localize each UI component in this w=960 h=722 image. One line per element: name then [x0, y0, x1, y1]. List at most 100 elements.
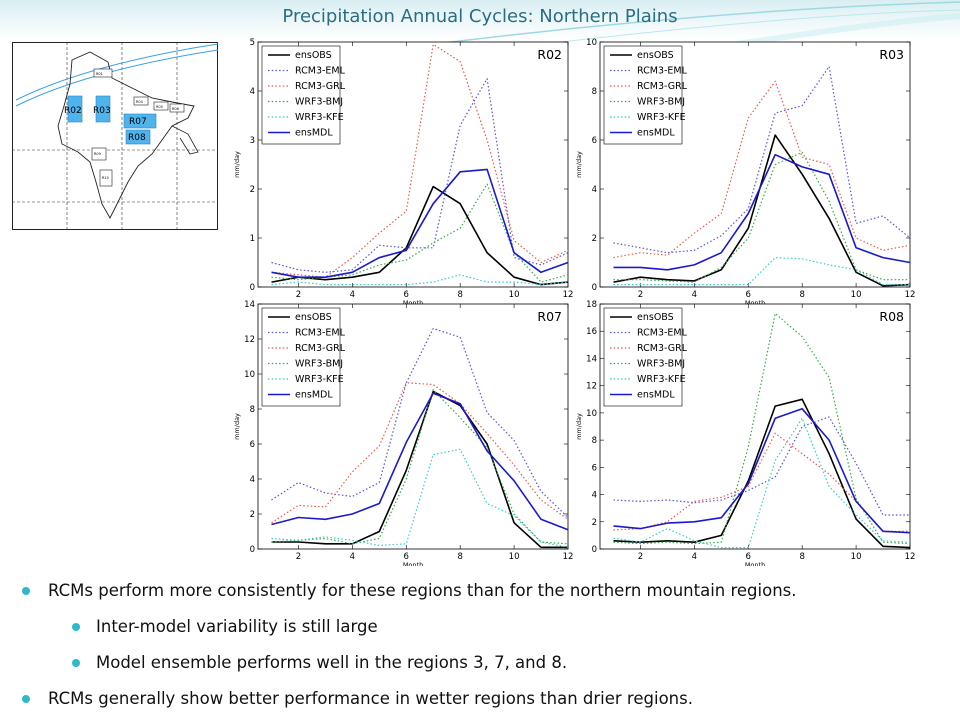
legend-box: [603, 307, 683, 407]
bullet-icon: [72, 623, 80, 631]
india-outline: [57, 51, 195, 219]
y-tick-label: 2: [592, 234, 597, 244]
y-axis-label: mm/day: [575, 151, 583, 178]
series-line-ensobs: [613, 134, 911, 287]
series-line-rcm3-eml: [613, 65, 911, 254]
region-map: R01 R04 R05 R06 R09 R10 R02 R03 R07 R08: [12, 42, 218, 230]
x-axis-label: Month: [403, 299, 423, 307]
y-tick-label: 10: [586, 38, 597, 48]
y-tick-label: 2: [592, 518, 597, 528]
svg-text:R04: R04: [136, 100, 144, 104]
legend-entry: WRF3-KFE: [637, 374, 686, 385]
y-axis-label: mm/day: [233, 151, 241, 178]
bullet-item: Inter-model variability is still large: [22, 614, 952, 650]
legend-entry: ensOBS: [295, 312, 332, 323]
legend-entry: RCM3-GRL: [295, 81, 346, 92]
series-line-wrf3-kfe: [613, 417, 911, 549]
legend-entry: WRF3-KFE: [295, 112, 344, 123]
legend-entry: RCM3-GRL: [637, 81, 688, 92]
series-line-wrf3-kfe: [271, 448, 569, 548]
y-tick-label: 0: [250, 283, 255, 293]
x-axis-label: Month: [745, 299, 765, 307]
x-tick-label: 10: [851, 290, 862, 300]
legend-box: [261, 307, 341, 407]
map-label-r03: R03: [93, 106, 111, 116]
legend-entry: ensOBS: [637, 312, 674, 323]
legend-entry: ensMDL: [637, 128, 675, 139]
y-axis-label: mm/day: [575, 413, 583, 440]
y-tick-label: 2: [250, 510, 255, 520]
legend-box: [603, 45, 683, 145]
chart-panel-r02: 2 4 6 8 10 12012345Monthmm/dayensOBSRCM3-EMLR…: [233, 38, 573, 307]
svg-text:R06: R06: [172, 107, 179, 111]
x-tick-label: 12: [905, 290, 916, 300]
x-tick-label: 6: [404, 290, 409, 300]
panel-label: R03: [879, 47, 904, 62]
bullet-text: RCMs perform more consistently for these…: [48, 581, 797, 600]
legend-entry: RCM3-GRL: [637, 343, 688, 354]
legend-entry: ensOBS: [637, 50, 674, 61]
x-tick-label: 2: [296, 290, 301, 300]
legend-entry: WRF3-KFE: [637, 112, 686, 123]
legend-entry: ensMDL: [295, 128, 333, 139]
y-tick-label: 8: [592, 87, 597, 97]
y-tick-label: 16: [586, 327, 597, 337]
series-line-rcm3-grl: [271, 382, 569, 524]
bullet-text: Inter-model variability is still large: [96, 617, 378, 636]
legend-entry: ensMDL: [295, 390, 333, 401]
series-line-rcm3-grl: [613, 80, 911, 259]
legend-entry: RCM3-EML: [637, 66, 688, 77]
chart-grid: 2 4 6 8 10 12012345Monthmm/dayensOBSRCM3-EMLR…: [233, 38, 916, 566]
x-tick-label: 6: [746, 552, 751, 562]
y-tick-label: 6: [592, 136, 597, 146]
y-tick-label: 6: [250, 440, 255, 450]
x-tick-label: 12: [905, 552, 916, 562]
x-tick-label: 4: [350, 290, 355, 300]
x-tick-label: 12: [563, 290, 574, 300]
series-line-wrf3-kfe: [613, 257, 910, 286]
series-line-ensobs: [613, 398, 911, 549]
legend-entry: RCM3-GRL: [295, 343, 346, 354]
legend-entry: ensOBS: [295, 50, 332, 61]
y-tick-label: 12: [586, 382, 597, 392]
series-line-ensmdl: [271, 168, 569, 278]
series-line-wrf3-bmj: [271, 389, 569, 545]
y-tick-label: 5: [250, 38, 255, 48]
y-tick-label: 4: [592, 491, 597, 501]
series-line-rcm3-eml: [271, 78, 569, 273]
series-line-rcm3-eml: [613, 416, 910, 516]
bullet-text: RCMs generally show better performance i…: [48, 689, 693, 708]
chart-panel-r03: 2 4 6 8 10 12 0 2 4 6 8 10 Month mm/day ensOBS RCM3-EML…: [575, 38, 915, 307]
map-label-r07: R07: [129, 117, 147, 127]
svg-text:R05: R05: [156, 105, 163, 109]
y-tick-label: 18: [586, 300, 597, 310]
bullet-text: Model ensemble performs well in the regi…: [96, 653, 568, 672]
y-tick-label: 3: [250, 136, 255, 146]
series-line-rcm3-grl: [271, 43, 569, 278]
panel-label: R02: [537, 47, 562, 62]
bullet-item: RCMs generally show better performance i…: [22, 686, 952, 722]
series-line-ensobs: [271, 185, 569, 286]
map-label-r08: R08: [128, 133, 146, 143]
bullet-icon: [72, 659, 80, 667]
y-tick-label: 10: [586, 409, 597, 419]
series-line-ensmdl: [613, 407, 911, 534]
x-tick-label: 4: [692, 290, 697, 300]
x-tick-label: 2: [638, 552, 643, 562]
x-tick-label: 10: [509, 552, 520, 562]
x-tick-label: 4: [692, 552, 697, 562]
bullet-item: RCMs perform more consistently for these…: [22, 578, 952, 614]
y-tick-label: 1: [250, 234, 255, 244]
legend-entry: WRF3-BMJ: [637, 359, 685, 370]
legend-entry: RCM3-EML: [637, 328, 688, 339]
y-tick-label: 2: [250, 185, 255, 195]
legend-entry: RCM3-EML: [295, 328, 346, 339]
x-tick-label: 6: [404, 552, 409, 562]
series-line-ensmdl: [613, 153, 911, 271]
series-line-wrf3-bmj: [613, 151, 910, 283]
x-tick-label: 2: [638, 290, 643, 300]
legend-box: [261, 45, 341, 145]
y-axis-label: mm/day: [233, 413, 241, 440]
y-tick-label: 8: [592, 436, 597, 446]
y-tick-label: 0: [592, 283, 597, 293]
